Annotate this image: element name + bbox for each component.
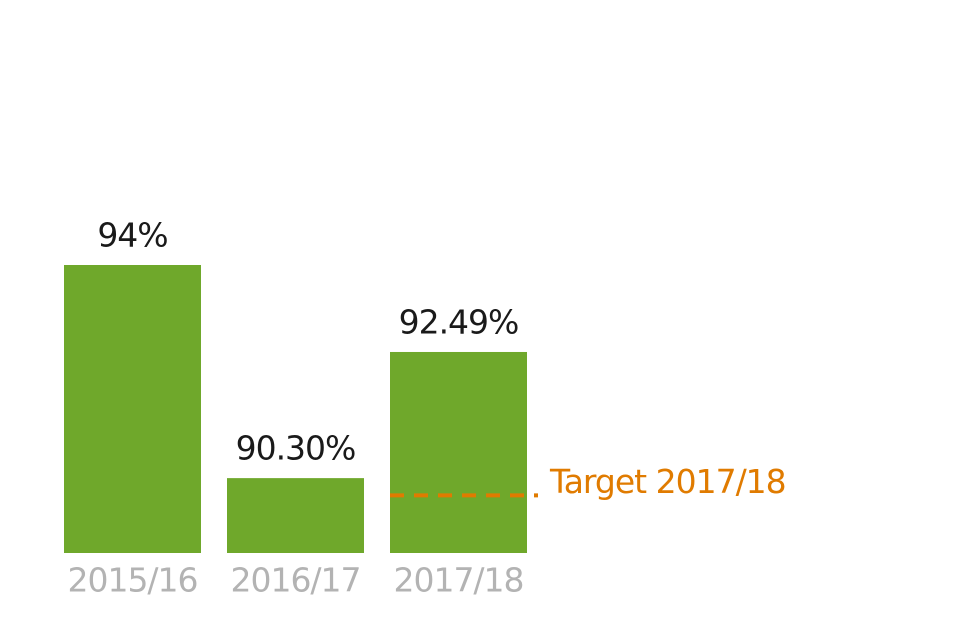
bar: [64, 265, 201, 553]
bar: [227, 478, 364, 553]
value-label: 94%: [97, 216, 167, 255]
bar: [390, 351, 527, 553]
x-tick-label: 2015/16: [67, 561, 197, 600]
value-label: 90.30%: [236, 429, 356, 468]
target-label: Target 2017/18: [549, 462, 786, 501]
value-label: 92.49%: [399, 302, 519, 341]
x-tick-label: 2017/18: [393, 561, 523, 600]
x-tick-label: 2016/17: [230, 561, 360, 600]
